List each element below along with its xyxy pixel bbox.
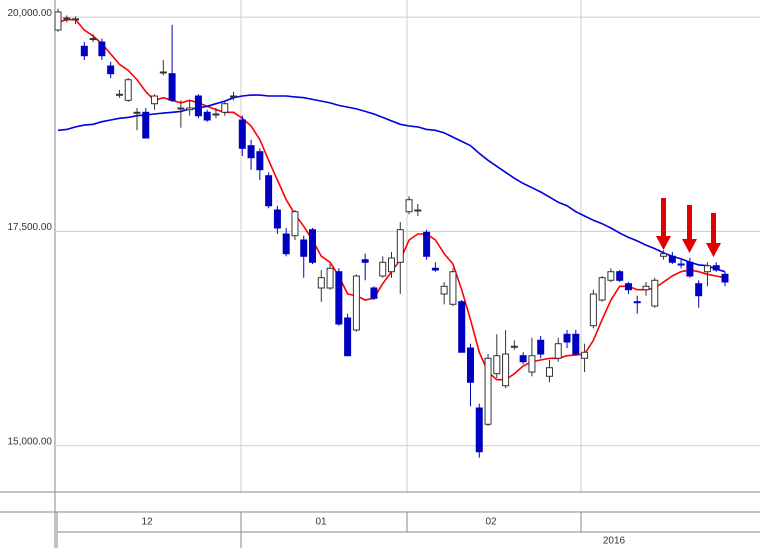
candle-body	[335, 271, 343, 325]
candle-body	[168, 73, 176, 101]
y-tick-label: 20,000.00	[8, 8, 53, 19]
candle-body	[414, 209, 422, 212]
candle-body	[203, 111, 211, 121]
candle-body	[554, 343, 562, 359]
candle-body	[54, 11, 62, 31]
candle-body	[370, 287, 378, 299]
year-label: 2016	[603, 536, 626, 547]
candle-body	[98, 41, 106, 57]
candle-body	[423, 231, 431, 257]
candle-body	[212, 113, 220, 116]
candle-body	[309, 229, 317, 263]
candle-body	[344, 317, 352, 357]
candle-body	[607, 271, 615, 281]
month-label: 01	[315, 517, 327, 528]
candle-body	[124, 79, 132, 101]
candle-body	[300, 239, 308, 257]
candle-body	[247, 145, 255, 159]
candle-body	[449, 271, 457, 305]
candle-body	[107, 65, 115, 75]
candle-body	[624, 283, 632, 291]
plot: 15,000.00 17,500.00 20,000.00	[8, 8, 760, 458]
candle-body	[440, 285, 448, 295]
arrow	[682, 205, 697, 253]
month-label: 02	[485, 517, 497, 528]
candle-body	[221, 103, 229, 113]
candle-body	[159, 71, 167, 74]
candle-body	[703, 265, 711, 273]
candle-body	[115, 93, 123, 96]
candle-body	[388, 257, 395, 273]
candle-body	[502, 353, 510, 387]
candle-body	[545, 367, 553, 377]
candle-body	[265, 175, 273, 207]
candle-body	[379, 261, 387, 277]
candle-body	[256, 151, 264, 171]
candle-body	[177, 107, 185, 110]
candle-body	[712, 265, 720, 271]
candle-body	[238, 119, 246, 149]
candle-body	[660, 253, 668, 257]
candle-body	[537, 339, 545, 355]
annotation-arrows	[656, 198, 721, 257]
candle-body	[581, 351, 589, 359]
candle-body	[396, 229, 404, 263]
candle-body	[616, 271, 624, 281]
candle-body	[326, 267, 334, 289]
candle-body	[563, 333, 571, 343]
candle-body	[458, 301, 466, 353]
candle-body	[668, 255, 676, 263]
candle-body	[317, 277, 325, 289]
candle-body	[642, 285, 650, 291]
arrow	[656, 198, 671, 250]
candle-body	[510, 345, 518, 348]
y-tick-label: 15,000.00	[8, 436, 53, 447]
candle-body	[72, 18, 80, 21]
candle-body	[484, 357, 492, 425]
candle-body	[466, 347, 474, 383]
candle-body	[686, 261, 694, 277]
candle-body	[63, 17, 71, 20]
candle-body	[405, 199, 413, 213]
candle-body	[475, 407, 483, 453]
candle-body	[194, 95, 202, 117]
candle-body	[493, 355, 501, 375]
candle-body	[186, 107, 194, 111]
candle-body	[80, 45, 88, 57]
candle-body	[133, 111, 141, 114]
candle-body	[721, 273, 729, 283]
candle-body	[361, 259, 369, 263]
candle-body	[142, 111, 150, 139]
y-tick-label: 17,500.00	[8, 222, 53, 233]
candle-body	[598, 277, 606, 301]
candle-body	[572, 333, 580, 355]
candle-body	[677, 263, 685, 266]
moving-average-line	[57, 94, 726, 273]
candle-body	[89, 38, 97, 41]
candle-body	[352, 275, 360, 331]
candle-body	[589, 293, 597, 327]
month-label: 12	[141, 517, 153, 528]
candle-body	[528, 355, 536, 373]
candle-body	[651, 279, 659, 307]
candle-body	[273, 209, 281, 229]
candle-body	[282, 233, 290, 255]
candle-body	[519, 355, 527, 363]
candle-body	[151, 95, 159, 105]
candle-body	[633, 301, 641, 304]
candle-body	[230, 95, 238, 98]
candle-body	[291, 211, 299, 237]
candle-body	[695, 283, 703, 297]
arrow	[706, 213, 721, 257]
candle-body	[431, 267, 439, 271]
